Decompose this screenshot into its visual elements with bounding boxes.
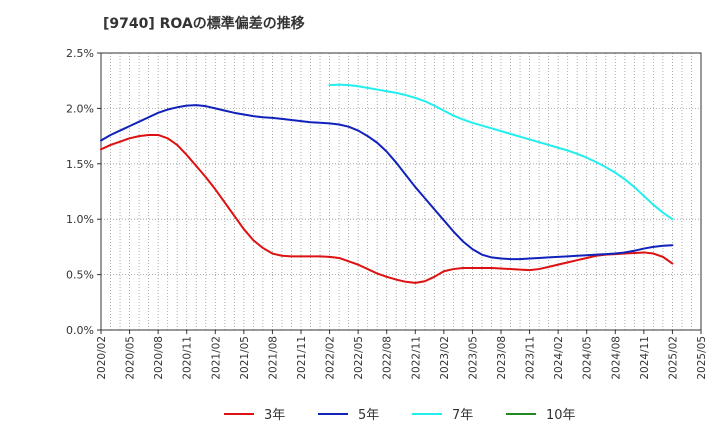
legend-label: 7年 xyxy=(452,408,473,423)
x-tick-label: 2023/11 xyxy=(525,336,537,380)
x-tick-label: 2025/02 xyxy=(667,336,679,380)
x-tick-label: 2021/05 xyxy=(239,336,251,380)
legend-label: 3年 xyxy=(264,408,285,423)
x-tick-label: 2022/05 xyxy=(353,336,365,380)
y-tick-label: 2.5% xyxy=(66,47,94,60)
x-tick-label: 2020/02 xyxy=(96,336,108,380)
x-tick-label: 2021/02 xyxy=(210,336,222,380)
x-tick-label: 2021/11 xyxy=(296,336,308,380)
x-tick-label: 2023/08 xyxy=(496,336,508,380)
x-tick-label: 2022/08 xyxy=(382,336,394,380)
series-line-3年 xyxy=(100,133,674,284)
x-tick-label: 2024/02 xyxy=(553,336,565,380)
x-tick-label: 2020/08 xyxy=(153,336,165,380)
legend-label: 5年 xyxy=(358,408,379,423)
y-axis-ticks: 0.0% 0.5% 1.0% 1.5% 2.0% 2.5% xyxy=(66,47,101,337)
legend: 3年 5年 7年 10年 xyxy=(224,408,576,423)
x-tick-label: 2022/11 xyxy=(410,336,422,380)
x-tick-label: 2022/02 xyxy=(325,336,337,380)
y-tick-label: 2.0% xyxy=(66,102,94,115)
x-tick-label: 2024/08 xyxy=(610,336,622,380)
x-tick-label: 2024/11 xyxy=(639,336,651,380)
series-lines xyxy=(100,83,674,284)
plot-frame xyxy=(100,52,702,331)
x-tick-label: 2024/05 xyxy=(582,336,594,380)
series-line-5年 xyxy=(100,104,674,261)
x-tick-label: 2021/08 xyxy=(267,336,279,380)
x-tick-label: 2023/02 xyxy=(439,336,451,380)
legend-label: 10年 xyxy=(546,408,576,423)
chart-title: [9740] ROAの標準偏差の推移 xyxy=(103,16,305,32)
x-axis-ticks: 2020/02 2020/05 2020/08 2020/11 2021/02 2021/… xyxy=(96,330,708,380)
x-tick-label: 2025/05 xyxy=(696,336,708,380)
y-tick-label: 1.5% xyxy=(66,158,94,171)
x-tick-label: 2020/11 xyxy=(182,336,194,380)
x-tick-label: 2023/05 xyxy=(467,336,479,380)
y-tick-label: 0.0% xyxy=(66,324,94,337)
series-line-7年 xyxy=(328,83,674,221)
x-tick-label: 2020/05 xyxy=(125,336,137,380)
y-tick-label: 0.5% xyxy=(66,269,94,282)
y-tick-label: 1.0% xyxy=(66,213,94,226)
